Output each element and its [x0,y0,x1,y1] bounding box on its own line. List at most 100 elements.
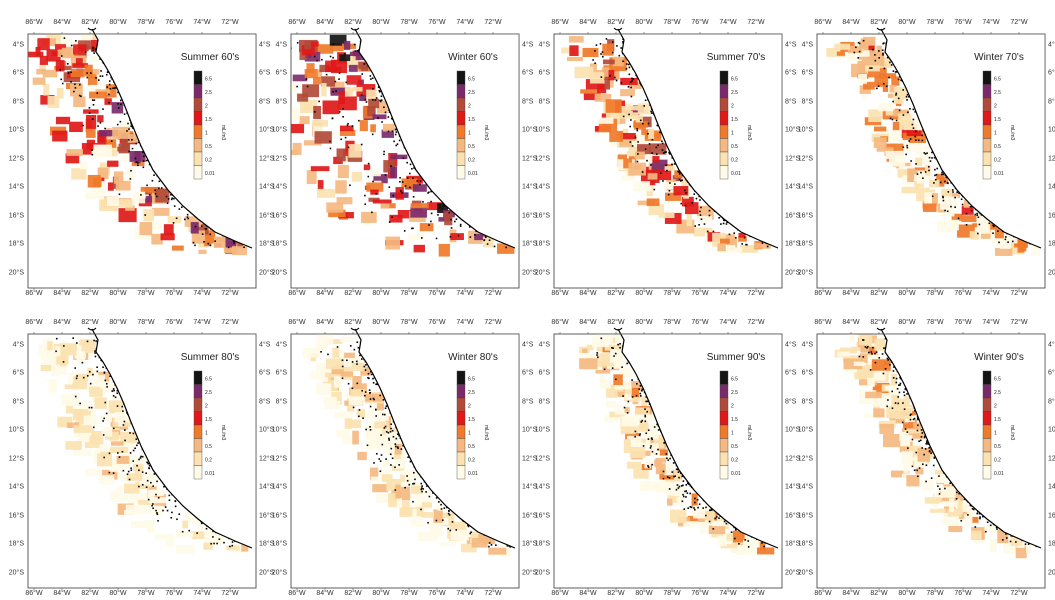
station-dot [186,216,189,218]
station-dot [923,436,926,439]
station-dot [420,487,423,489]
station-dot [187,217,190,220]
x-tick-label: 84°W [316,589,334,597]
land-mask [881,334,1045,548]
station-dot [909,418,912,421]
station-dot [412,500,414,503]
station-dot [430,200,432,203]
station-dot [196,532,198,534]
field-patch [925,164,931,176]
station-dot [404,486,406,489]
map-border [27,333,257,589]
station-dot [142,160,145,162]
x-tick-label: 72°W [1010,289,1028,297]
field-patch [474,233,488,241]
station-dot [108,83,111,86]
station-dot [667,193,670,196]
field-patch [686,213,693,227]
station-dot [509,546,512,548]
x-tick-label: 78°W [926,589,944,597]
station-dot [158,187,160,190]
station-dot [123,113,126,115]
field-patch [292,74,308,82]
station-dot [623,406,626,409]
field-patch [470,531,483,540]
station-dot [870,351,873,353]
field-patch [93,144,112,158]
field-patch [1003,539,1013,554]
y-tick-label: 18°S [259,540,275,548]
field-patch [885,108,895,116]
field-patch [999,240,1011,249]
station-dot [344,136,347,139]
y-tick-label: 12°S [272,455,288,463]
legend-swatch [456,424,466,439]
station-dot [643,105,645,107]
x-tick-label: 82°W [607,18,625,26]
x-tick-label: 84°W [53,289,71,297]
station-dot [331,117,334,120]
station-dot [145,472,147,475]
field-patch [329,34,347,46]
oxygen-field [302,334,519,557]
legend-label: 1.5 [205,117,212,123]
legend-label: 1 [468,130,471,136]
field-patch [636,424,649,432]
y-tick-label: 4°S [259,341,271,349]
station-dot [979,516,981,518]
field-patch [862,93,868,100]
field-patch [363,164,371,171]
y-tick-label: 4°S [539,41,551,49]
station-dot [353,43,356,46]
field-patch [935,473,947,483]
field-patch [338,91,345,105]
field-patch [917,178,924,184]
station-dot [101,75,104,77]
station-dot [216,542,218,545]
station-dot [201,233,204,235]
oxygen-field [561,34,782,254]
station-dot [930,477,933,479]
field-patch [659,449,668,456]
oxygen-field [826,34,1045,256]
station-dot [406,177,409,179]
station-dot [928,165,930,168]
station-dot [645,432,648,435]
station-dot [138,458,140,461]
station-dot [1009,540,1012,543]
station-dot [613,355,615,357]
station-dot [685,192,687,194]
station-dot [665,453,668,455]
station-dot [403,230,406,232]
station-dot [903,408,906,411]
x-tick-label: 80°W [109,589,127,597]
legend-swatch [982,438,992,453]
station-dot [213,542,215,545]
field-patch [620,132,636,140]
station-dot [362,417,364,419]
station-dot [644,420,647,423]
station-dot [150,481,152,484]
field-patch [151,233,163,245]
station-dot [675,468,678,471]
station-dot [343,53,346,55]
field-patch [655,463,666,475]
station-dot [93,339,95,342]
station-dot [673,475,675,478]
station-dot [928,447,930,449]
field-patch [583,93,601,101]
station-dot [897,402,900,405]
station-dot [160,187,163,189]
station-dot [135,438,138,441]
station-dot [422,488,425,490]
station-dot [79,402,81,405]
field-patch [118,208,137,223]
field-patch [292,142,302,155]
station-dot [922,177,924,180]
field-patch [372,199,392,204]
station-dot [666,457,668,460]
station-dot [864,346,867,348]
station-dot [892,100,894,103]
legend-label: 2.5 [468,390,475,396]
coastline [354,28,516,249]
